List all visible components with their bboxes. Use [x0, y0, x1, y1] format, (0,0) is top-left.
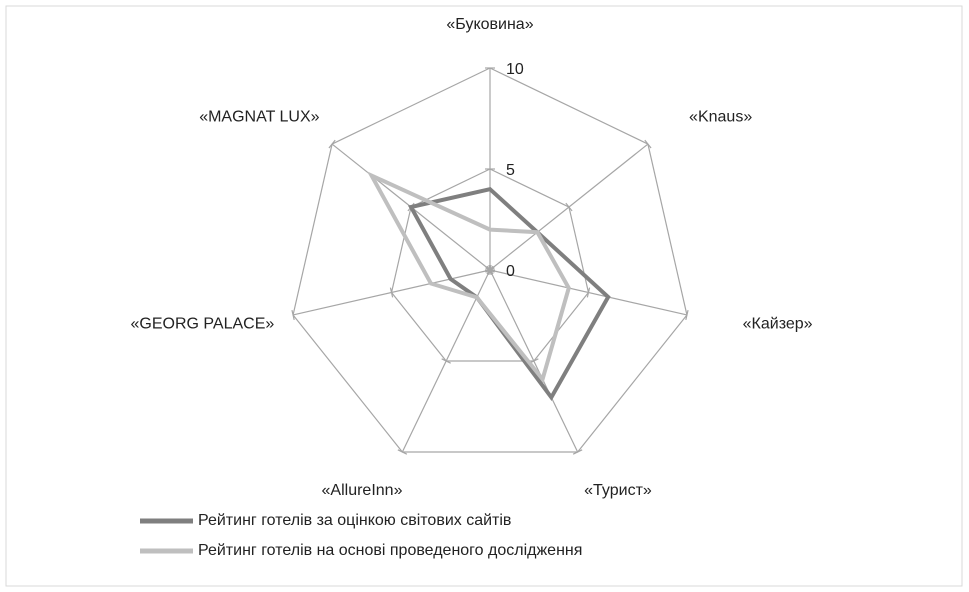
- tick-mark: [328, 139, 336, 149]
- tick-mark: [572, 449, 583, 455]
- category-label: «Буковина»: [446, 16, 533, 33]
- chart-frame: [5, 5, 963, 587]
- r-tick-label: 5: [506, 162, 515, 179]
- grid-ring: [390, 168, 590, 362]
- category-label: «AllureInn»: [322, 482, 403, 499]
- series-line: [408, 187, 611, 402]
- legend-label: Рейтинг готелів на основі проведеного до…: [198, 542, 582, 559]
- r-tick-label: 10: [506, 61, 524, 78]
- tick-mark: [586, 287, 591, 298]
- category-label: «GEORG PALACE»: [131, 316, 275, 333]
- tick-mark: [644, 139, 652, 149]
- tick-mark: [441, 358, 451, 364]
- category-label: «Турист»: [584, 482, 652, 499]
- series-line: [366, 171, 571, 384]
- tick-mark: [565, 202, 573, 212]
- tick-mark: [486, 265, 494, 275]
- category-label: «MAGNAT LUX»: [199, 108, 319, 125]
- tick-mark: [291, 309, 295, 320]
- category-label: «Кайзер»: [743, 316, 813, 333]
- tick-mark: [397, 449, 408, 455]
- grid-ring: [292, 67, 688, 453]
- legend-label: Рейтинг готелів за оцінкою світових сайт…: [198, 512, 511, 529]
- category-label: «Knaus»: [689, 108, 752, 125]
- tick-mark: [685, 309, 689, 320]
- r-tick-label: 0: [506, 263, 515, 280]
- tick-mark: [389, 287, 394, 298]
